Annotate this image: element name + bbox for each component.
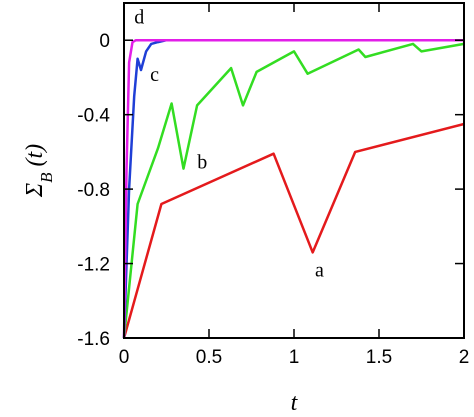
axis-ticks [123,3,465,339]
series-label-c: c [150,64,159,86]
y-tick-label: -1.6 [77,329,110,350]
series-line-d [122,38,464,339]
y-tick-label: -1.2 [77,255,110,276]
x-tick-label: 0 [119,347,130,368]
series-label-d: d [134,6,144,28]
x-tick-label: 1.5 [366,347,392,368]
series-label-b: b [197,152,207,174]
y-axis-label-argument: (t) [22,144,48,167]
y-tick-label: -0.4 [77,106,110,127]
axis-tick-labels: 0 0.5 1 1.5 2 0 -0.4 -0.8 -1.2 -1.6 [77,31,469,368]
y-axis-label-subscript: B [37,172,56,183]
x-tick-label: 0.5 [196,347,222,368]
series-labels: a b c d [134,6,324,281]
series-layer [122,38,465,339]
y-tick-label: -0.8 [77,180,110,201]
series-line-b [122,42,465,339]
series-label-a: a [315,260,324,282]
y-axis-label-symbol: Σ [22,183,48,198]
x-axis-label: t [291,390,299,416]
y-tick-label: 0 [99,31,110,52]
x-tick-label: 2 [459,347,470,368]
x-tick-label: 1 [289,347,300,368]
y-axis-label: ΣB (t) [22,144,56,198]
series-line-a [122,122,465,339]
